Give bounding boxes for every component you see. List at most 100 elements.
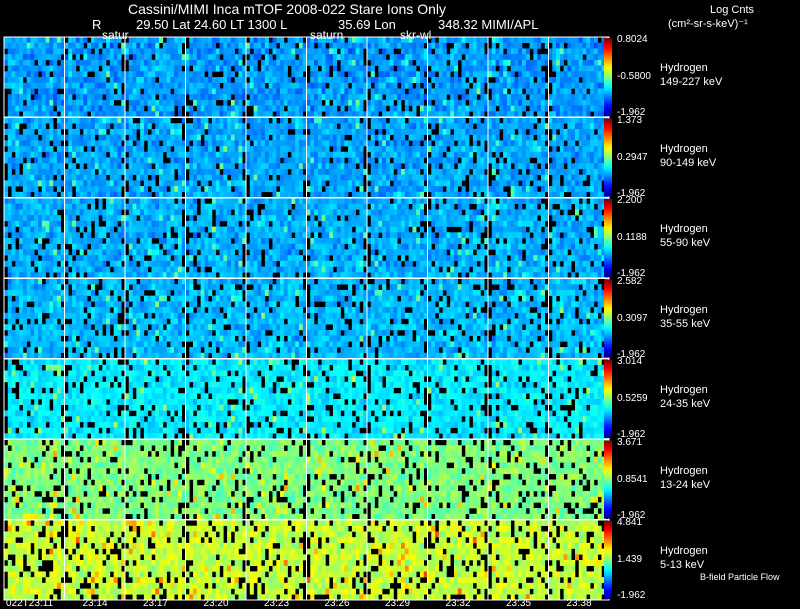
heatmap-cell [56,128,62,135]
heatmap-cell [544,151,549,158]
heatmap-cell [166,243,171,250]
heatmap-cell [253,82,258,89]
heatmap-cell [272,226,277,233]
heatmap-cell [480,54,485,61]
heatmap-cell [314,54,319,61]
heatmap-cell [208,42,213,49]
heatmap-cell [518,151,523,158]
heatmap-cell [506,105,511,112]
heatmap-cell [49,232,54,239]
heatmap-cell [117,203,122,210]
heatmap-cell [298,77,304,84]
heatmap-cell [200,174,205,181]
heatmap-cell [132,220,137,227]
heatmap-cell [461,48,466,55]
heatmap-cell [83,232,88,239]
heatmap-cell [128,186,133,193]
heatmap-cell [332,117,338,124]
heatmap-cell [83,238,88,245]
heatmap-cell [571,134,576,141]
heatmap-cell [49,163,54,170]
heatmap-cell [276,65,281,72]
heatmap-cell [310,37,315,44]
heatmap-cell [174,191,179,198]
heatmap-cell [272,65,277,72]
heatmap-cell [249,191,254,198]
heatmap-cell [397,111,402,118]
heatmap-cell [264,186,269,193]
heatmap-cell [68,111,73,118]
heatmap-cell [363,88,368,95]
heatmap-cell [484,54,489,61]
heatmap-cell [578,134,583,141]
heatmap-cell [442,117,447,124]
heatmap-cell [370,54,375,61]
heatmap-cell [340,123,345,130]
heatmap-cell [484,77,489,84]
heatmap-cell [480,105,485,112]
heatmap-cell [162,226,167,233]
heatmap-cell [306,54,311,61]
heatmap-cell [419,77,425,84]
heatmap-cell [484,174,489,181]
heatmap-cell [143,191,148,198]
heatmap-cell [351,174,356,181]
heatmap-cell [280,215,285,222]
heatmap-cell [234,186,239,193]
heatmap-cell [514,88,519,95]
heatmap-cell [491,99,496,106]
heatmap-cell [90,77,96,84]
heatmap-cell [469,71,474,78]
heatmap-cell [234,134,239,141]
heatmap-cell [177,255,183,262]
heatmap-cell [64,215,69,222]
heatmap-cell [83,266,88,273]
heatmap-cell [253,77,258,84]
heatmap-cell [370,134,375,141]
heatmap-cell [109,128,114,135]
heatmap-cell [325,37,330,44]
heatmap-cell [125,203,130,210]
heatmap-cell [268,123,273,130]
heatmap-cell [109,198,114,205]
heatmap-cell [162,174,167,181]
heatmap-cell [355,128,360,135]
heatmap-cell [571,117,576,124]
heatmap-cell [147,232,152,239]
heatmap-cell [106,71,111,78]
heatmap-cell [559,82,564,89]
heatmap-cell [261,128,266,135]
heatmap-cell [117,71,122,78]
heatmap-cell [166,226,171,233]
heatmap-cell [348,117,353,124]
heatmap-cell [495,88,500,95]
heatmap-cell [200,232,205,239]
heatmap-cell [132,186,137,193]
heatmap-cell [404,163,409,170]
heatmap-cell [601,42,606,49]
heatmap-cell [295,215,300,222]
heatmap-cell [359,220,364,227]
heatmap-cell [374,54,379,61]
heatmap-cell [68,272,73,279]
heatmap-cell [525,140,530,147]
heatmap-cell [302,65,307,72]
heatmap-cell [19,243,24,250]
heatmap-cell [495,191,500,198]
heatmap-cell [30,186,35,193]
heatmap-cell [348,146,353,153]
heatmap-cell [586,59,591,66]
heatmap-cell [291,272,296,279]
heatmap-cell [98,209,103,216]
heatmap-cell [45,42,50,49]
heatmap-cell [166,140,171,147]
heatmap-cell [117,215,122,222]
heatmap-cell [34,243,39,250]
heatmap-cell [200,54,205,61]
heatmap-cell [68,215,73,222]
heatmap-cell [537,105,542,112]
heatmap-cell [461,128,466,135]
heatmap-cell [359,174,364,181]
heatmap-cell [446,105,451,112]
heatmap-cell [503,128,508,135]
